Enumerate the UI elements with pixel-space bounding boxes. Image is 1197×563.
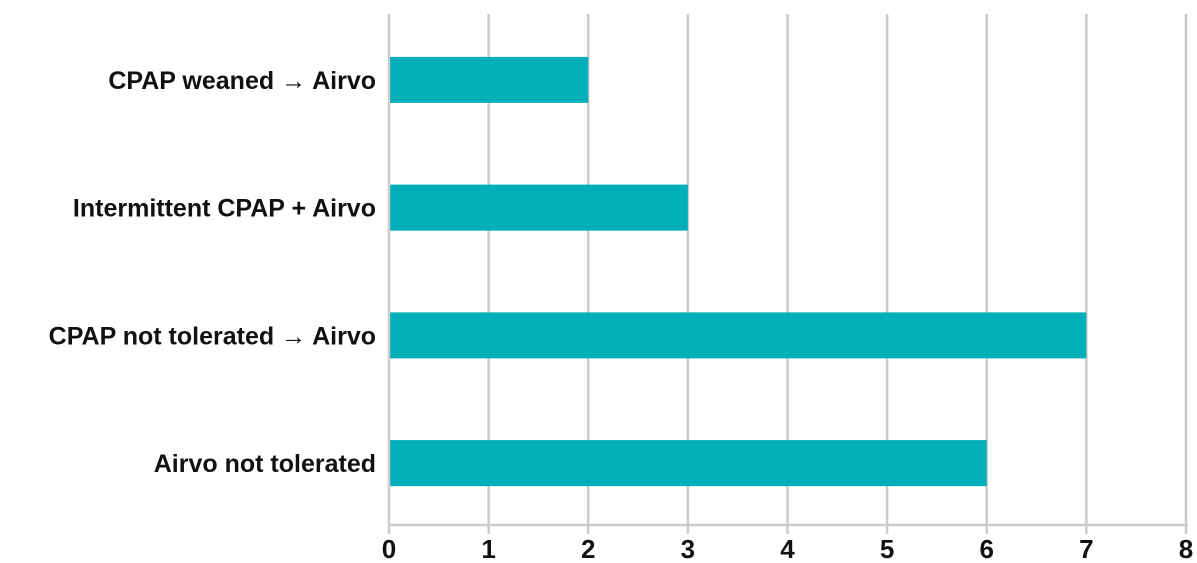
x-tick-label: 7 (1079, 534, 1093, 563)
bar (390, 56, 589, 103)
x-tick-label: 4 (780, 534, 795, 563)
bar (390, 440, 987, 487)
category-label: CPAP weaned → Airvo (108, 67, 376, 95)
x-tick-label: 1 (481, 534, 495, 563)
category-label: Intermittent CPAP + Airvo (73, 195, 376, 223)
category-label: Airvo not tolerated (154, 450, 376, 478)
x-tick-label: 3 (681, 534, 695, 563)
x-tick-labels: 0 1 2 3 4 5 6 7 8 (382, 534, 1193, 563)
x-tick-label: 0 (382, 534, 396, 563)
x-tick-label: 6 (980, 534, 994, 563)
x-tick-label: 8 (1179, 534, 1193, 563)
bar (390, 184, 688, 231)
axes (387, 14, 1188, 534)
bars (390, 56, 1087, 487)
x-tick-label: 2 (581, 534, 595, 563)
bar (390, 312, 1087, 359)
category-label: CPAP not tolerated → Airvo (49, 322, 376, 350)
category-labels: CPAP weaned → Airvo Intermittent CPAP + A… (49, 67, 376, 478)
x-tick-label: 5 (880, 534, 894, 563)
